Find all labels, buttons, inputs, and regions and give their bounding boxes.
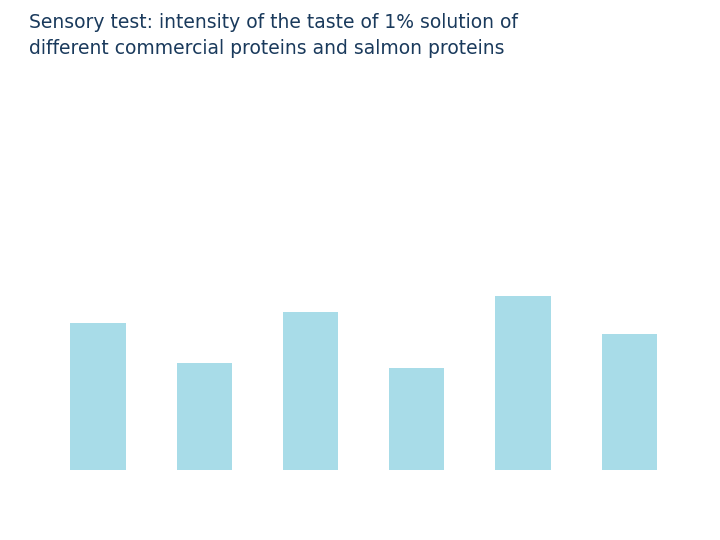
Text: Sensory test: intensity of the taste of 1% solution of
different commercial prot: Sensory test: intensity of the taste of … (29, 14, 518, 58)
Bar (283, 312, 338, 470)
Bar (176, 363, 232, 470)
Bar (495, 296, 551, 470)
Bar (389, 368, 444, 470)
Text: SINTEF: SINTEF (68, 505, 135, 523)
Bar (71, 323, 125, 470)
Text: 11: 11 (686, 507, 705, 522)
Bar (602, 334, 657, 470)
Text: Teknologi for et bedre samfunn: Teknologi for et bedre samfunn (504, 507, 720, 522)
